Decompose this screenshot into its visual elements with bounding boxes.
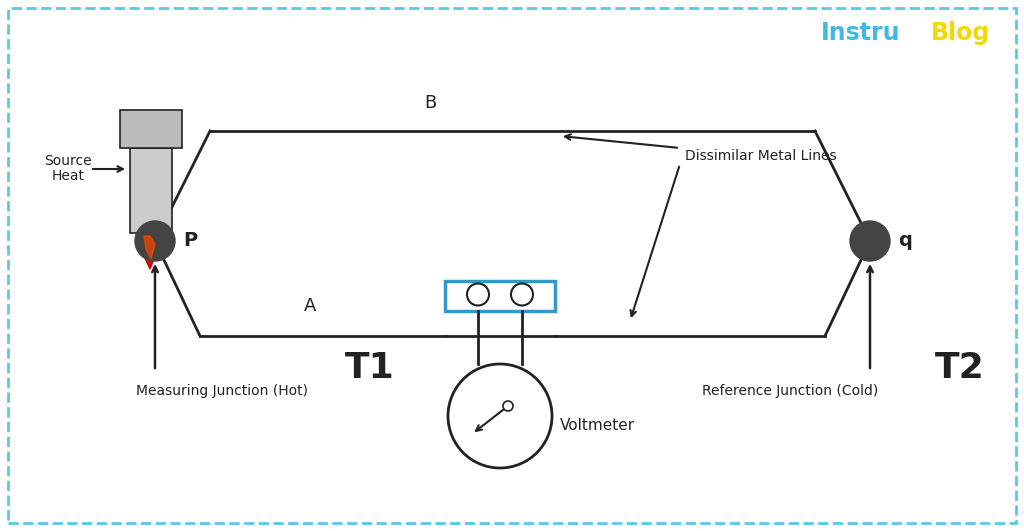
Circle shape [503, 401, 513, 411]
Text: Instru: Instru [820, 21, 900, 45]
Text: Dissimilar Metal Lines: Dissimilar Metal Lines [685, 149, 837, 163]
Text: Blog: Blog [931, 21, 990, 45]
Bar [130, 148, 172, 233]
Text: Voltmeter: Voltmeter [560, 418, 635, 433]
Text: Reference Junction (Cold): Reference Junction (Cold) [701, 384, 879, 398]
Text: Source: Source [44, 154, 92, 168]
Circle shape [467, 284, 489, 305]
Text: Measuring Junction (Hot): Measuring Junction (Hot) [136, 384, 308, 398]
Text: T1: T1 [345, 351, 395, 385]
Text: q: q [898, 232, 912, 251]
Circle shape [511, 284, 534, 305]
Polygon shape [144, 236, 155, 259]
Text: P: P [183, 232, 198, 251]
Text: B: B [424, 94, 436, 112]
Circle shape [449, 364, 552, 468]
Polygon shape [140, 236, 158, 269]
Text: T2: T2 [935, 351, 985, 385]
Bar [120, 110, 182, 148]
Circle shape [850, 221, 890, 261]
FancyBboxPatch shape [445, 281, 555, 311]
Text: A: A [304, 297, 316, 315]
Circle shape [135, 221, 175, 261]
Text: Heat: Heat [51, 169, 85, 183]
